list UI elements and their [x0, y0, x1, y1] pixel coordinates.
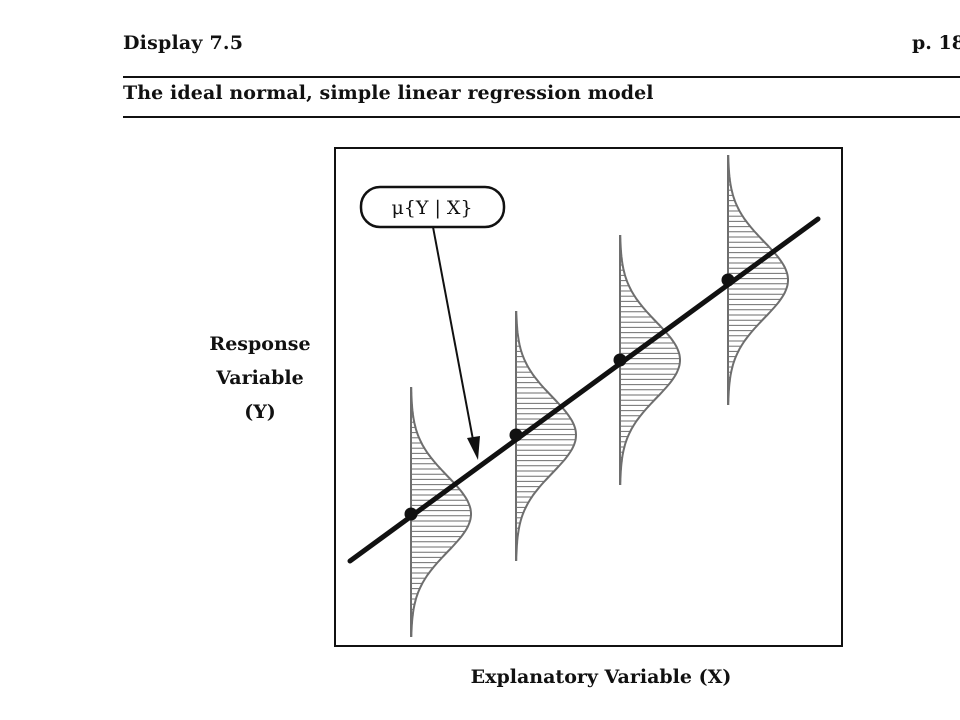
bottom-rule [123, 116, 960, 118]
y-axis-label: Response Variable (Y) [180, 327, 340, 429]
regression-line [347, 216, 821, 564]
y-axis-label-line: Variable [216, 367, 304, 389]
callout-box [359, 185, 506, 229]
distribution-curve [619, 235, 681, 485]
mean-point [721, 273, 735, 287]
callout-arrow-shaft [432, 226, 475, 446]
mean-point [509, 428, 523, 442]
distributions-group [410, 155, 789, 638]
mean-point [613, 353, 627, 367]
distribution-curve [727, 155, 789, 405]
distribution-curve [410, 386, 472, 638]
y-axis-label-line: (Y) [244, 401, 276, 423]
mean-point [404, 507, 418, 521]
callout-arrow-head [467, 436, 480, 460]
figure-subtitle: The ideal normal, simple linear regressi… [123, 82, 654, 104]
callout-label: μ{Y | X} [391, 197, 472, 219]
y-axis-label-line: Response [209, 333, 311, 355]
display-label: Display 7.5 [123, 32, 244, 54]
plot-frame [334, 147, 843, 647]
distribution-curve [515, 311, 578, 562]
top-rule [123, 76, 960, 78]
page-reference: p. 18 [912, 32, 960, 54]
x-axis-label: Explanatory Variable (X) [470, 666, 732, 688]
